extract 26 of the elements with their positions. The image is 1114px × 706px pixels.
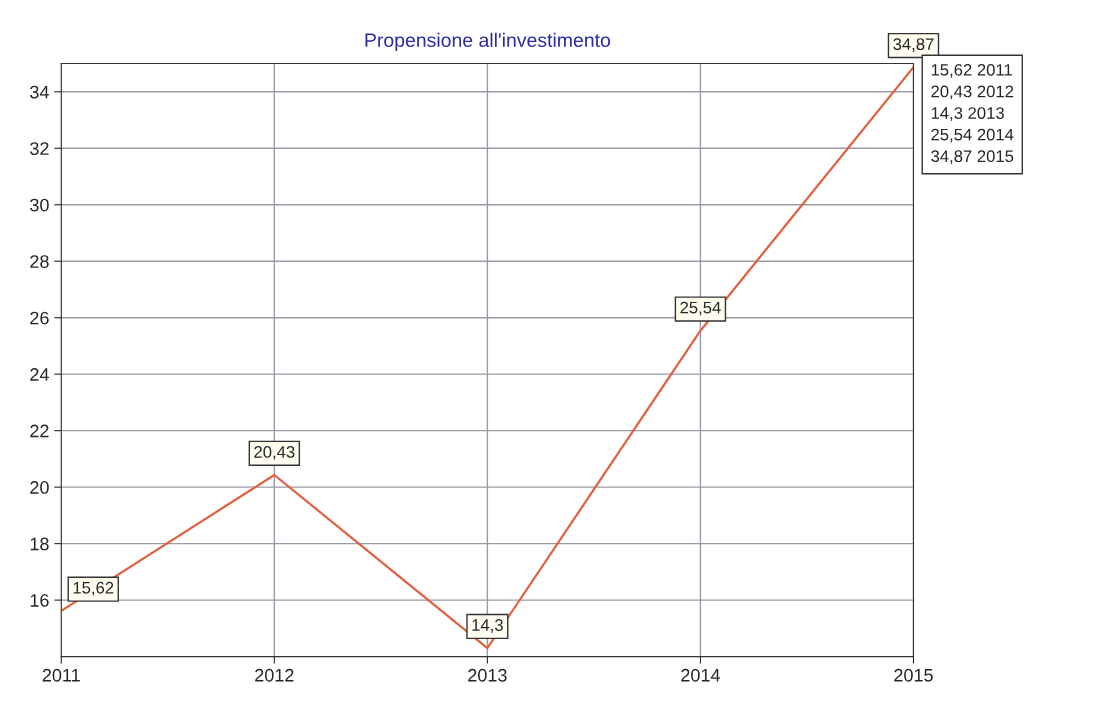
text: 25,54 2014 xyxy=(931,128,1014,143)
data-label: 20,43 xyxy=(254,446,295,460)
x-tick-label: 2012 xyxy=(255,668,294,682)
x-tick-label: 2014 xyxy=(681,668,720,682)
y-tick-label: 16 xyxy=(30,594,49,607)
x-tick-label: 2015 xyxy=(894,668,933,682)
x-tick-label: 2011 xyxy=(42,668,80,682)
text: 14,3 2013 xyxy=(931,107,1004,121)
y-tick-label: 20 xyxy=(30,481,49,494)
y-tick-label: 34 xyxy=(30,85,49,99)
data-label: 15,62 xyxy=(73,581,114,596)
data-label: 25,54 xyxy=(680,301,721,316)
y-tick-label: 18 xyxy=(30,537,49,551)
text: 15,62 2011 xyxy=(931,63,1012,78)
data-label: 34,87 xyxy=(893,38,934,52)
x-tick-label: 2013 xyxy=(468,668,507,682)
y-tick-label: 22 xyxy=(30,424,49,438)
text: 34,87 2015 xyxy=(931,150,1014,165)
text: 20,43 2012 xyxy=(931,85,1014,100)
chart-title: Propensione all'investimento xyxy=(365,32,611,51)
y-tick-label: 28 xyxy=(30,255,49,268)
data-label: 14,3 xyxy=(472,619,503,633)
y-tick-label: 32 xyxy=(30,142,49,155)
y-tick-label: 26 xyxy=(30,311,49,325)
y-tick-label: 24 xyxy=(30,368,49,381)
y-tick-label: 30 xyxy=(30,198,49,212)
